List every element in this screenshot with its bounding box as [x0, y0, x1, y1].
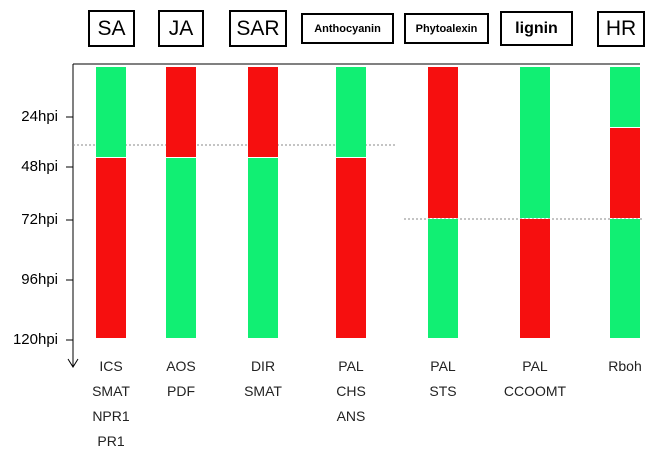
gene-label: PDF — [167, 383, 195, 399]
segment-up — [248, 158, 278, 338]
gene-label: AOS — [166, 358, 196, 374]
bar-phytoalexin — [428, 67, 458, 338]
bar-sa — [96, 67, 126, 338]
genes-phytoalexin: PAL STS — [393, 354, 493, 404]
gene-label: SMAT — [244, 383, 282, 399]
segment-down — [248, 67, 278, 158]
gene-label: PAL — [338, 358, 364, 374]
segment-down — [520, 218, 550, 338]
bar-sar — [248, 67, 278, 338]
segment-up — [336, 67, 366, 158]
tick-label-120hpi: 120hpi — [12, 331, 58, 348]
genes-sa: ICS SMAT NPR1 PR1 — [61, 354, 161, 454]
bar-anthocyanin — [336, 67, 366, 338]
tick-label-48hpi: 48hpi — [21, 158, 58, 175]
time-axis-arrowhead — [67, 358, 79, 368]
header-anthocyanin: Anthocyanin — [301, 13, 394, 44]
segment-up — [428, 218, 458, 338]
tick-label-96hpi: 96hpi — [21, 271, 58, 288]
tick-label-72hpi: 72hpi — [21, 211, 58, 228]
gene-label: DIR — [250, 358, 276, 374]
gene-label: PAL — [430, 358, 456, 374]
gene-label: Rboh — [608, 358, 642, 374]
segment-up — [96, 67, 126, 158]
gene-label: PR1 — [97, 433, 125, 449]
segment-down — [428, 67, 458, 218]
header-ja: JA — [158, 10, 204, 47]
gene-label: CCOOMT — [503, 383, 567, 399]
bar-ja — [166, 67, 196, 338]
tick-label-24hpi: 24hpi — [21, 108, 58, 125]
header-phytoalexin: Phytoalexin — [404, 13, 489, 44]
gene-label: ICS — [99, 358, 123, 374]
gene-label: SMAT — [92, 383, 130, 399]
segment-down — [96, 158, 126, 338]
header-hr: HR — [597, 11, 645, 47]
segment-up — [610, 218, 640, 338]
genes-ja: AOS PDF — [131, 354, 231, 404]
header-sa: SA — [88, 10, 135, 47]
header-sar: SAR — [229, 10, 287, 47]
gene-label: PAL — [522, 358, 548, 374]
gene-label: NPR1 — [92, 408, 130, 424]
gene-label: STS — [429, 383, 457, 399]
segment-up — [610, 67, 640, 128]
segment-up — [520, 67, 550, 218]
segment-up — [166, 158, 196, 338]
segment-down — [166, 67, 196, 158]
bar-lignin — [520, 67, 550, 338]
genes-anthocyanin: PAL CHS ANS — [301, 354, 401, 429]
gene-label: ANS — [336, 408, 366, 424]
bar-hr — [610, 67, 640, 338]
segment-down — [336, 158, 366, 338]
header-lignin: lignin — [500, 11, 573, 46]
genes-sar: DIR SMAT — [213, 354, 313, 404]
segment-down — [610, 128, 640, 218]
genes-lignin: PAL CCOOMT — [485, 354, 585, 404]
gene-label: CHS — [336, 383, 366, 399]
genes-hr: Rboh — [575, 354, 647, 379]
